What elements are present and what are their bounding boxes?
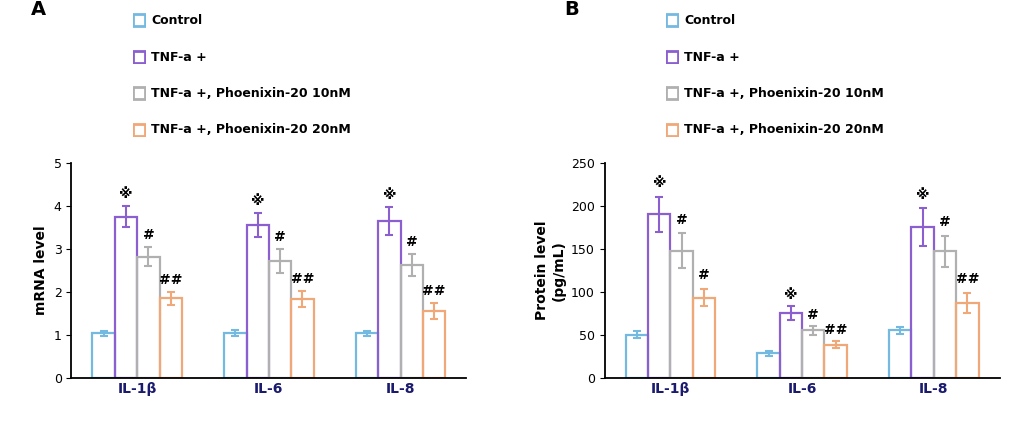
Text: TNF-a +, Phoenixin-20 20nM: TNF-a +, Phoenixin-20 20nM — [151, 124, 351, 136]
Bar — [889, 330, 911, 378]
Bar — [224, 333, 247, 378]
Bar — [269, 261, 291, 378]
Bar — [625, 335, 647, 378]
Text: A: A — [31, 0, 46, 19]
Y-axis label: mRNA level: mRNA level — [34, 226, 48, 315]
Bar — [665, 87, 678, 100]
Bar — [133, 87, 145, 100]
Text: TNF-a +: TNF-a + — [151, 51, 207, 63]
Text: Control: Control — [151, 14, 202, 27]
Bar — [756, 353, 779, 378]
Text: ##: ## — [823, 323, 847, 337]
Text: TNF-a +, Phoenixin-20 10nM: TNF-a +, Phoenixin-20 10nM — [684, 87, 883, 100]
Text: #: # — [807, 308, 818, 322]
Text: ##: ## — [159, 272, 182, 287]
Text: TNF-a +, Phoenixin-20 10nM: TNF-a +, Phoenixin-20 10nM — [151, 87, 351, 100]
Bar — [665, 51, 678, 63]
Text: #: # — [274, 230, 285, 244]
Text: ※: ※ — [652, 176, 665, 190]
Bar — [779, 313, 801, 378]
Bar — [955, 303, 977, 378]
Text: TNF-a +: TNF-a + — [684, 51, 739, 63]
Bar — [356, 333, 378, 378]
Text: ※: ※ — [915, 187, 928, 202]
Bar — [133, 14, 145, 27]
Bar — [647, 214, 669, 378]
Text: #: # — [143, 228, 154, 242]
Bar — [932, 251, 955, 378]
Bar — [138, 257, 159, 378]
Bar — [823, 345, 846, 378]
Bar — [665, 124, 678, 136]
Bar — [291, 299, 314, 378]
Bar — [692, 298, 714, 378]
Text: TNF-a +, Phoenixin-20 20nM: TNF-a +, Phoenixin-20 20nM — [684, 124, 883, 136]
Bar — [669, 251, 692, 378]
Y-axis label: Protein level
(pg/mL): Protein level (pg/mL) — [535, 221, 565, 320]
Bar — [801, 330, 823, 378]
Text: ※: ※ — [119, 187, 132, 201]
Text: ※: ※ — [382, 188, 395, 202]
Text: ##: ## — [955, 272, 978, 286]
Text: ※: ※ — [784, 288, 797, 302]
Text: ##: ## — [290, 272, 314, 286]
Bar — [911, 227, 932, 378]
Bar — [133, 124, 145, 136]
Text: ##: ## — [422, 284, 445, 298]
Text: B: B — [564, 0, 578, 19]
Bar — [247, 225, 269, 378]
Bar — [93, 333, 115, 378]
Bar — [159, 298, 181, 378]
Text: #: # — [676, 212, 687, 227]
Text: #: # — [406, 235, 417, 249]
Text: #: # — [938, 215, 950, 229]
Bar — [665, 14, 678, 27]
Bar — [400, 265, 423, 378]
Text: #: # — [697, 268, 709, 282]
Bar — [423, 311, 445, 378]
Text: Control: Control — [684, 14, 735, 27]
Bar — [133, 51, 145, 63]
Text: ※: ※ — [251, 194, 264, 208]
Bar — [115, 217, 138, 378]
Bar — [378, 221, 400, 378]
